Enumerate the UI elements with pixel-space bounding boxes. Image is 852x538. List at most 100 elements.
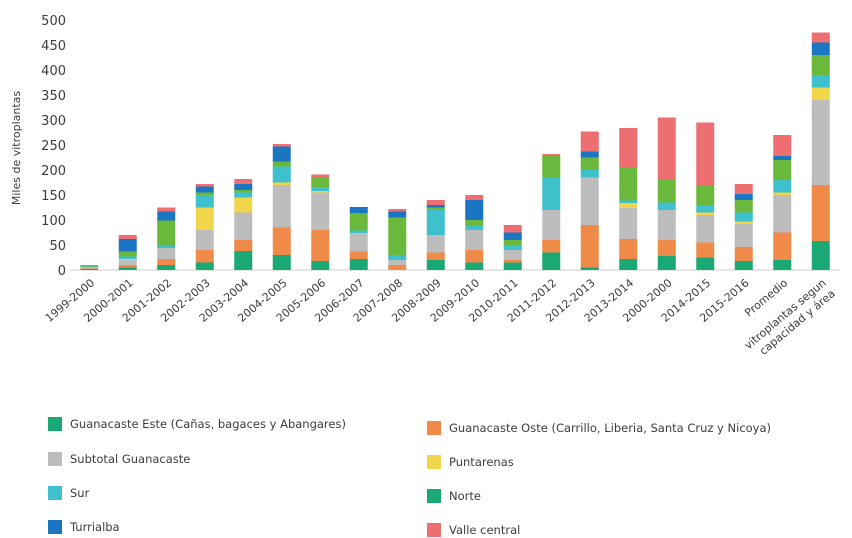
bar-segment [503,232,522,240]
legend-item-turrialba: Turrialba [48,520,120,534]
bar-segment [349,213,368,231]
bar-segment [657,117,676,180]
bar-segment [696,242,715,258]
bar-segment [696,122,715,185]
bar-segment [503,245,522,250]
bar-segment [773,160,792,180]
bar-segment [773,156,792,160]
bar-segment [157,207,176,212]
legend: Guanacaste Este (Cañas, bagaces y Abanga… [0,405,852,538]
bar-segment [619,208,638,239]
legend-item-valle-central: Valle central [427,523,520,537]
bar-segment [195,230,214,250]
bar-segment [503,260,522,263]
bar-segment [465,262,484,270]
bar-segment [734,184,753,194]
bar-segment [619,259,638,270]
bar-segment [426,210,445,235]
bar-segment [734,261,753,270]
bar-segment [118,265,137,268]
y-tick-label: 100 [41,214,66,229]
bar-segment [465,200,484,220]
bar-segment [734,221,753,224]
bar-segment [773,195,792,233]
x-tick-label: vitroplantas seguncapacidad y área [742,276,838,362]
y-tick-label: 50 [49,239,66,254]
bar-segment [696,205,715,213]
y-tick-label: 0 [58,264,66,279]
bar-segment [580,151,599,158]
bar-segment [734,194,753,200]
legend-swatch [48,520,62,534]
legend-item-sur: Sur [48,486,89,500]
bar-segment [503,240,522,245]
bar-segment [657,240,676,256]
bar-segment [811,75,830,88]
legend-label: Norte [449,489,481,503]
bar-segment [195,262,214,270]
bar-segment [696,185,715,205]
bar-segment [657,180,676,203]
bar-segment [542,252,561,270]
bar-segment [426,205,445,208]
bar-segment [195,192,214,195]
bar-segment [426,207,445,210]
y-axis-label: Miles de vitroplantas [10,91,23,206]
bar-segment [311,177,330,187]
legend-item-guanacaste-oste: Guanacaste Oste (Carrillo, Liberia, Sant… [427,421,771,435]
bar-segment [542,210,561,240]
bar-segment [734,212,753,222]
bar-segment [811,32,830,43]
bar-segment [811,241,830,270]
bar-segment [657,202,676,210]
bar-segment [696,257,715,270]
bar-segment [696,212,715,215]
y-tick-label: 150 [41,189,66,204]
bar-segment [388,260,407,265]
bar-segment [349,230,368,233]
bar-segment [773,135,792,156]
bar-segment [272,185,291,228]
bar-segment [80,269,99,270]
bar-segment [118,251,137,257]
bar-segment [234,197,253,213]
stacked-bar-chart: 0 50 100 150 200 250 300 350 400 450 500 Miles de … [10,14,840,362]
legend-item-puntarenas: Puntarenas [427,455,514,469]
legend-swatch [427,489,441,503]
bar-segment [426,252,445,260]
bar-segment [272,166,291,183]
bar-segment [503,262,522,270]
bar-segment [195,195,214,208]
legend-item-norte: Norte [427,489,481,503]
legend-label: Sur [70,486,90,500]
bar-segment [811,87,830,100]
bar-segment [118,235,137,239]
bar-segment [696,215,715,243]
bar-segment [811,42,830,55]
bar-segment [118,256,137,259]
legend-swatch [427,455,441,469]
bar-segment [465,195,484,200]
bar-segment [195,250,214,263]
bar-segment [773,180,792,193]
legend-swatch [48,452,62,466]
legend-label: Guanacaste Este (Cañas, bagaces y Abanga… [70,417,346,431]
bar-segment [580,131,599,152]
bar-segment [388,211,407,218]
y-tick-label: 250 [41,139,66,154]
bar-segment [311,192,330,230]
legend-swatch [48,417,62,431]
bar-segment [349,207,368,213]
bar-segment [311,261,330,270]
y-tick-label: 200 [41,164,66,179]
bar-segment [580,177,599,225]
bar-segment [773,232,792,260]
bar-segment [426,260,445,270]
bar-segment [619,203,638,208]
bar-segment [465,250,484,263]
bar-segment [542,177,561,210]
bar-segment [580,225,599,268]
bar-segment [349,251,368,259]
bar-segment [349,233,368,252]
bar-segment [388,217,407,255]
